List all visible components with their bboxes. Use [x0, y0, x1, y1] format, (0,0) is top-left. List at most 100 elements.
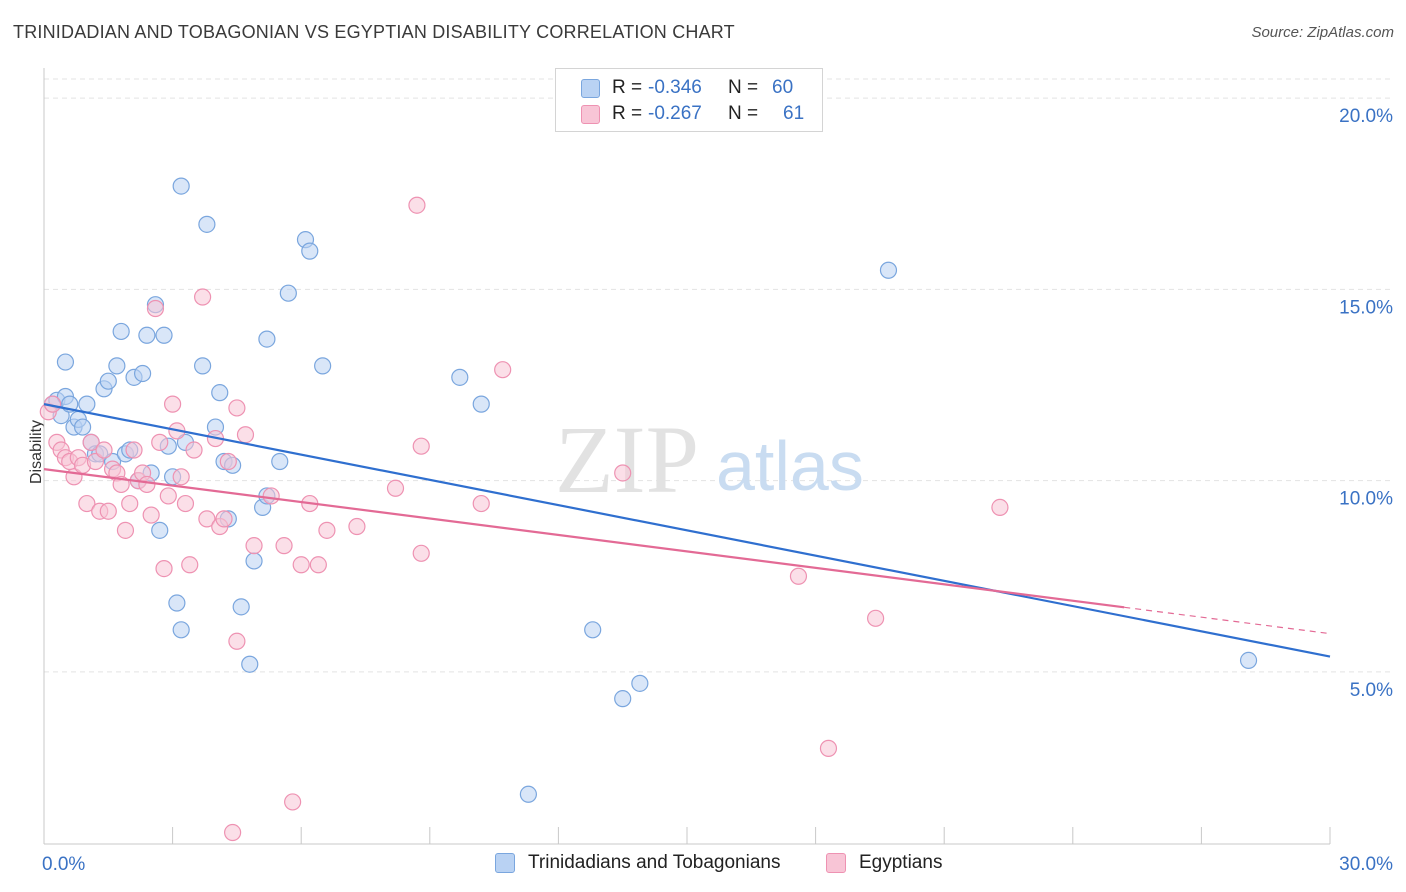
point-egyptian: [408, 196, 426, 214]
point-egyptian: [78, 494, 96, 513]
point-egyptian: [99, 502, 117, 520]
point-egyptian: [159, 487, 177, 505]
point-egyptian: [155, 559, 173, 578]
point-trinidadian: [584, 621, 602, 639]
point-egyptian: [412, 437, 430, 455]
point-trinidadian: [472, 395, 490, 413]
trend-line-pink: [43, 468, 1125, 609]
point-egyptian: [151, 433, 169, 451]
point-egyptian: [262, 487, 280, 505]
legend-n-label: N =: [728, 103, 759, 124]
chart-source: Source: ZipAtlas.com: [1251, 24, 1394, 41]
bottom-legend-swatch-pink: [826, 853, 846, 873]
point-egyptian: [275, 537, 293, 555]
point-egyptian: [789, 567, 808, 585]
point-egyptian: [185, 441, 203, 459]
point-trinidadian: [73, 418, 92, 436]
point-egyptian: [614, 464, 632, 482]
point-trinidadian: [108, 357, 126, 375]
trend-line-pink-dashed: [1124, 606, 1331, 635]
legend-r-value: -0.267: [648, 103, 702, 124]
point-egyptian: [194, 288, 212, 306]
point-egyptian: [292, 556, 310, 574]
y-tick-label: 20.0%: [1339, 106, 1393, 127]
point-egyptian: [494, 361, 512, 379]
legend-n-value: 60: [772, 77, 794, 98]
chart-title: TRINIDADIAN AND TOBAGONIAN VS EGYPTIAN D…: [13, 22, 735, 42]
point-trinidadian: [211, 384, 229, 402]
point-trinidadian: [133, 364, 152, 383]
point-trinidadian: [155, 326, 173, 344]
point-trinidadian: [314, 357, 332, 375]
point-trinidadian: [271, 452, 289, 471]
point-egyptian: [284, 793, 302, 811]
point-egyptian: [318, 521, 336, 539]
point-trinidadian: [198, 215, 216, 233]
bottom-legend: Trinidadians and Tobagonians Egyptians: [0, 852, 1406, 876]
tick-label-layer: 5.0% 10.0% 15.0% 20.0% 0.0% 30.0%: [42, 106, 1393, 875]
point-trinidadian: [519, 785, 537, 803]
point-trinidadian: [99, 372, 117, 390]
point-trinidadian: [172, 621, 190, 639]
point-egyptian: [121, 494, 139, 513]
trend-layer: [43, 403, 1331, 658]
point-egyptian: [138, 475, 156, 494]
point-trinidadian: [172, 177, 190, 195]
point-trinidadian: [112, 322, 130, 341]
point-egyptian: [219, 452, 237, 471]
legend-swatch-blue: [581, 78, 600, 98]
point-trinidadian: [451, 368, 469, 386]
point-trinidadian: [194, 357, 212, 375]
y-tick-label: 5.0%: [1350, 680, 1393, 701]
legend-n-value: 61: [783, 103, 805, 124]
point-egyptian: [867, 609, 885, 627]
point-egyptian: [412, 544, 430, 562]
y-tick-label: 10.0%: [1339, 489, 1393, 510]
point-trinidadian: [245, 552, 263, 570]
point-egyptian: [142, 506, 160, 524]
legend: R = -0.346 N = 60 R = -0.267 N = 61: [555, 68, 823, 132]
point-egyptian: [236, 426, 255, 444]
x-tick-label: 30.0%: [1339, 854, 1393, 875]
point-trinidadian: [78, 395, 96, 413]
point-egyptian: [86, 452, 105, 471]
watermark: ZIP atlas: [555, 406, 864, 513]
point-trinidadian: [232, 598, 250, 616]
legend-swatch-pink: [581, 104, 600, 124]
point-egyptian: [245, 537, 263, 555]
x-tick-label: 0.0%: [42, 854, 85, 875]
point-egyptian: [819, 739, 838, 757]
bottom-legend-swatch-blue: [495, 853, 515, 873]
grid-layer: [44, 78, 1393, 673]
point-egyptian: [228, 632, 246, 650]
point-egyptian: [228, 399, 246, 417]
point-egyptian: [224, 823, 242, 842]
point-egyptian: [82, 433, 100, 451]
watermark-zip: ZIP: [555, 406, 699, 513]
bottom-legend-item-trinidadians: Trinidadians and Tobagonians: [495, 852, 780, 874]
point-egyptian: [215, 510, 233, 528]
point-egyptian: [172, 468, 190, 486]
point-egyptian: [164, 395, 182, 413]
point-trinidadian: [258, 330, 276, 348]
bottom-legend-label: Trinidadians and Tobagonians: [528, 852, 781, 873]
legend-r-label: R =: [612, 103, 643, 124]
watermark-atlas: atlas: [716, 427, 864, 505]
point-trinidadian: [151, 521, 169, 539]
bottom-legend-item-egyptians: Egyptians: [826, 852, 942, 874]
legend-r-value: -0.346: [648, 77, 702, 98]
point-trinidadian: [631, 674, 649, 692]
point-trinidadian: [1239, 651, 1258, 670]
point-trinidadian: [168, 594, 186, 612]
point-egyptian: [198, 510, 216, 528]
point-trinidadian: [614, 690, 632, 708]
legend-row-blue: R = -0.346 N = 60: [581, 77, 793, 99]
point-egyptian: [125, 441, 143, 459]
point-egyptian: [176, 494, 195, 513]
point-egyptian: [991, 498, 1009, 516]
point-egyptian: [348, 517, 366, 536]
point-egyptian: [116, 521, 135, 539]
points-layer: [39, 177, 1258, 842]
point-trinidadian: [241, 655, 259, 673]
